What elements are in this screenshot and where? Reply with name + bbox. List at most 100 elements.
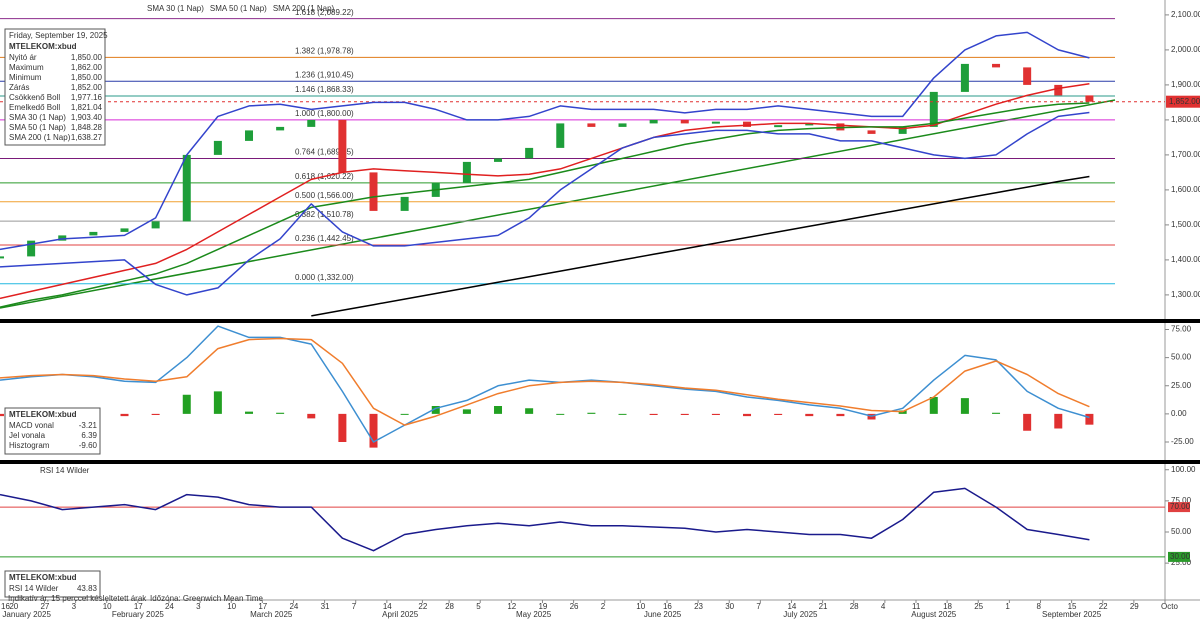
info-label: Csökkenő Boll [9,93,60,102]
x-tick-label: 14 [383,602,392,611]
candle [867,130,876,134]
x-tick-label: 15 [1068,602,1077,611]
x-tick-label: 29 [1130,602,1139,611]
y-tick-label: 50.00 [1171,353,1192,362]
histogram-bar [992,412,1001,414]
histogram-bar [556,413,565,415]
candle [276,126,285,131]
x-tick-label: 22 [418,602,427,611]
info-label: Nyitó ár [9,53,37,62]
info-label: Emelkedő Boll [9,103,60,112]
x-tick-label: 8 [1036,602,1041,611]
candle [556,123,565,148]
candle [182,154,191,222]
x-tick-label: 14 [787,602,796,611]
x-tick-label: 19 [538,602,547,611]
x-tick-label: 26 [570,602,579,611]
histogram-bar [587,412,596,414]
level-label: 0.382 (1,510.78) [295,210,354,219]
y-tick-label: 1,300.00 [1171,290,1200,299]
x-tick-label: 10 [636,602,645,611]
histogram-bar [182,394,191,414]
y-tick-label: 50.00 [1171,527,1192,536]
y-tick-label: 100.00 [1171,465,1196,474]
histogram-bar [805,413,814,417]
info-symbol: MTELEKOM:xbud [9,42,77,51]
candle [960,63,969,92]
month-label: September 2025 [1042,610,1102,619]
y-tick-label: 25.00 [1171,558,1192,567]
histogram-bar [400,413,409,415]
x-tick-label: 28 [850,602,859,611]
level-label: 1.618 (2,089.22) [295,8,354,17]
info-value: 6.39 [81,431,97,440]
level-label: 1.236 (1,910.45) [295,70,354,79]
y-tick-label: 2,100.00 [1171,10,1200,19]
candle [743,121,752,127]
month-label: March 2025 [250,610,293,619]
candle [58,235,67,241]
month-label: August 2025 [911,610,956,619]
x-tick-label: 10 [103,602,112,611]
info-label: SMA 200 (1 Nap) [9,133,71,142]
last-price-label: 1,852.00 [1169,97,1200,106]
level-label: 70.00 [1170,502,1191,511]
info-value: 1,903.40 [71,113,103,122]
histogram-bar [960,398,969,414]
panel-title: RSI 14 Wilder [40,466,90,475]
candle [711,121,720,124]
candle [307,119,316,127]
candle [1054,84,1063,96]
x-tick-label: 24 [289,602,298,611]
candle [525,147,534,159]
x-tick-label: 25 [974,602,983,611]
histogram-bar [151,413,160,415]
x-tick-label: 17 [258,602,267,611]
info-date: Friday, September 19, 2025 [9,31,108,40]
series-line [0,337,1090,426]
x-tick-label: 7 [352,602,357,611]
candle [369,172,378,211]
y-tick-label: 2,000.00 [1171,45,1200,54]
histogram-bar [525,408,534,414]
candle [774,125,783,128]
x-tick-label: 21 [819,602,828,611]
info-value: -9.60 [79,441,98,450]
x-tick-label: 5 [476,602,481,611]
level-label-box [1168,551,1190,562]
footnote: Indikatív ár, 15 perccel késleltetett ár… [8,594,147,603]
info-value: 1,850.00 [71,73,103,82]
x-tick-label: 28 [445,602,454,611]
info-value: 1,850.00 [71,53,103,62]
candle [27,240,36,257]
info-value: 1,821.04 [71,103,103,112]
info-symbol: MTELEKOM:xbud [9,573,77,582]
histogram-bar [1085,413,1094,425]
info-value: 1,977.16 [71,93,103,102]
candle [992,63,1001,68]
candle [245,130,254,141]
histogram-bar [618,413,627,415]
candle [462,161,471,183]
info-label: SMA 30 (1 Nap) [9,113,66,122]
candle [1023,67,1032,85]
histogram-bar [120,413,129,417]
series-line [0,325,1090,443]
histogram-bar [774,413,783,415]
info-value: -3.21 [79,421,98,430]
x-tick-label: 4 [881,602,886,611]
histogram-bar [680,413,689,415]
x-tick-label: 7 [756,602,761,611]
info-symbol: MTELEKOM:xbud [9,410,77,419]
series-line [311,175,1090,317]
candle [89,231,98,236]
histogram-bar [276,412,285,414]
level-label: 30.00 [1170,552,1191,561]
info-box [4,407,101,455]
histogram-bar [929,397,938,414]
x-tick-label: 22 [1099,602,1108,611]
histogram-bar [836,413,845,417]
info-value: 1,638.27 [71,133,103,142]
candle [494,158,503,162]
